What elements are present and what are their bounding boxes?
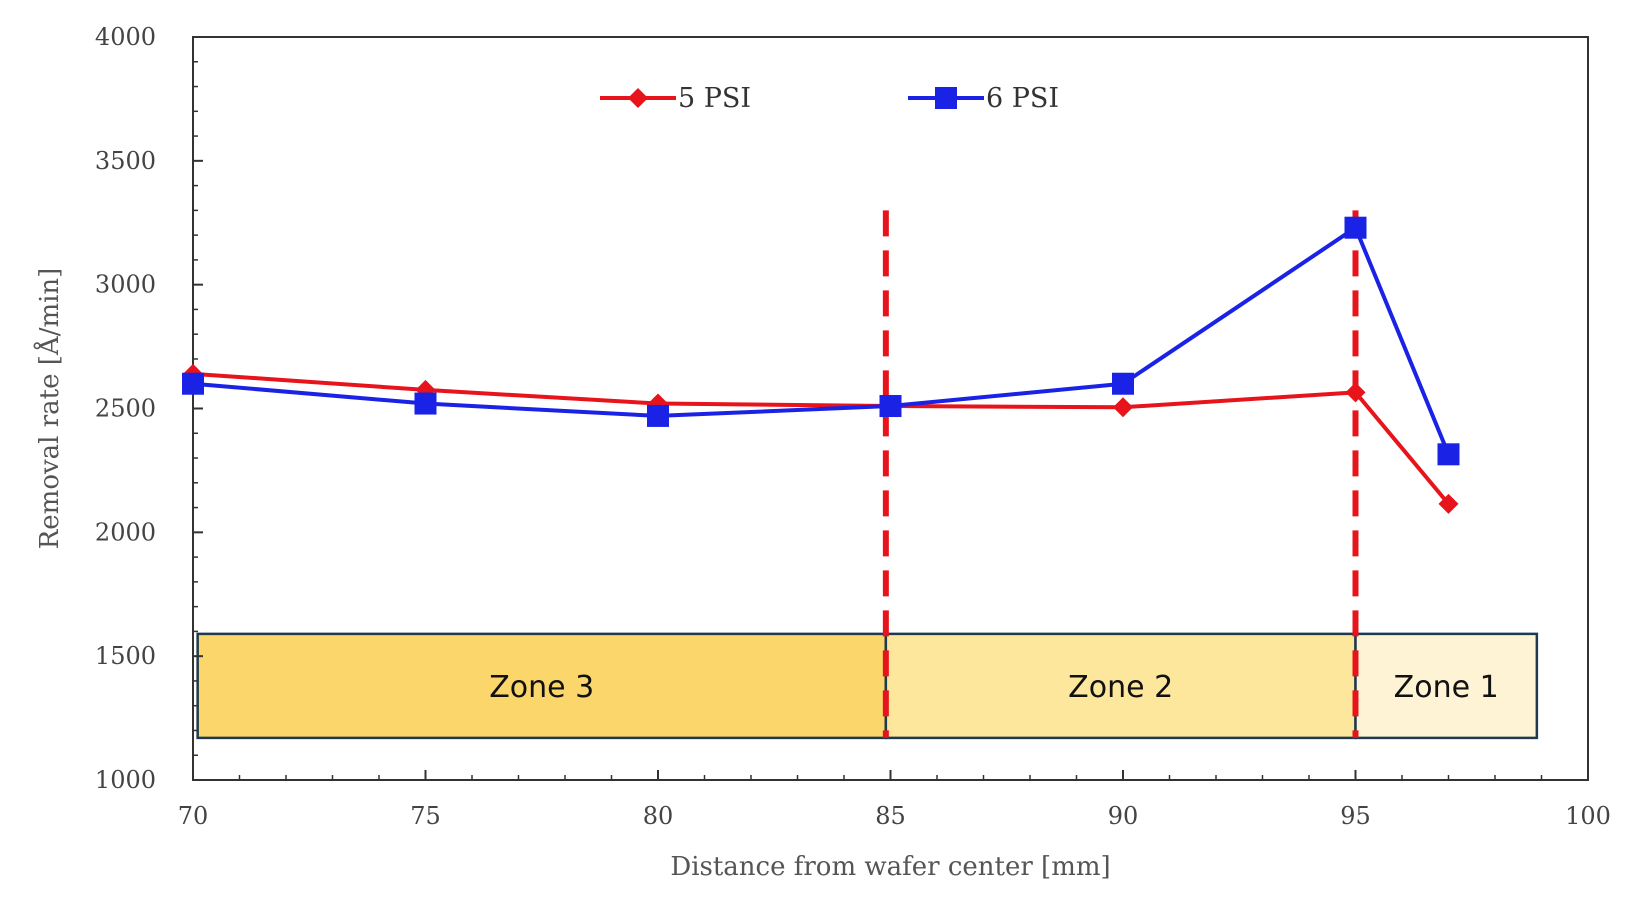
data-point (182, 372, 204, 395)
x-axis-title: Distance from wafer center [mm] (670, 852, 1110, 882)
legend-label: 5 PSI (678, 83, 751, 114)
legend-entry-1: 5 PSI (600, 83, 751, 114)
data-point (1437, 443, 1460, 466)
x-tick-label: 75 (410, 802, 441, 830)
y-tick-label: 2500 (95, 395, 156, 423)
data-point (879, 395, 902, 418)
zone-box-1 (196, 632, 888, 740)
zone-box-3 (1354, 632, 1539, 740)
y-tick-label: 3500 (95, 147, 156, 175)
y-tick-label: 1500 (95, 642, 156, 670)
x-tick-label: 85 (875, 802, 906, 830)
legend-marker (628, 88, 648, 108)
x-tick-label: 70 (178, 802, 209, 830)
x-tick-label: 90 (1108, 802, 1139, 830)
zones-layer: Zone 3 Zone 2 Zone 1 (196, 632, 1539, 740)
data-point (1345, 382, 1366, 403)
series-layer (182, 216, 1460, 514)
ticks-layer: 70 75 80 85 90 95 100 1000 1500 2000 2500 3000 3500 4… (95, 23, 1611, 830)
x-tick-label: 95 (1340, 802, 1371, 830)
zone-label-2: Zone 2 (1068, 670, 1173, 705)
series-2 (182, 216, 1460, 466)
x-tick-label: 80 (643, 802, 674, 830)
data-point (414, 392, 437, 415)
data-point (1344, 216, 1367, 239)
y-tick-label: 3000 (95, 271, 156, 299)
legend-entry-2: 6 PSI (908, 83, 1059, 114)
zone-label-3: Zone 1 (1394, 670, 1499, 705)
y-axis-title: Removal rate [Å/min] (33, 268, 65, 550)
zone-label-1: Zone 3 (489, 670, 594, 705)
data-point (1112, 372, 1134, 395)
zone-box-2 (884, 632, 1357, 740)
data-point (647, 404, 669, 427)
y-tick-label: 2000 (95, 518, 156, 546)
data-point (1113, 397, 1133, 418)
series-line (192, 225, 1451, 456)
data-point (1438, 493, 1459, 514)
legend-label: 6 PSI (986, 83, 1059, 114)
series-1 (183, 363, 1459, 514)
y-tick-label: 1000 (95, 766, 156, 794)
vertical-lines-layer (882, 210, 1359, 738)
x-tick-label: 100 (1565, 802, 1611, 830)
legend-marker (935, 87, 957, 109)
legend: 5 PSI 6 PSI (600, 83, 1059, 114)
series-line (192, 371, 1451, 506)
y-tick-label: 4000 (95, 23, 156, 51)
